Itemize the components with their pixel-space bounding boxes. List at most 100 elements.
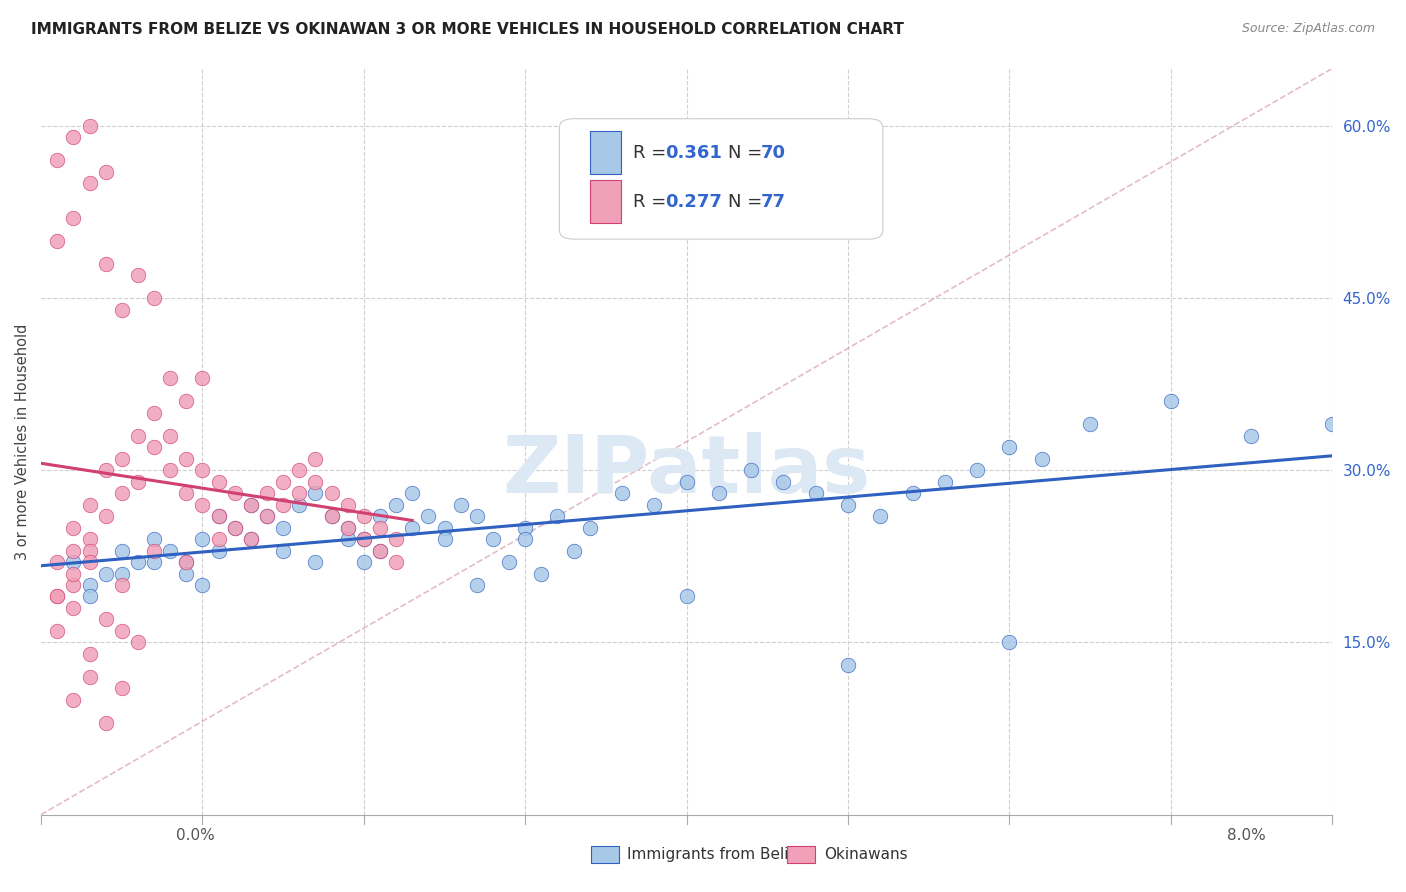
Point — [368, 521, 391, 535]
Point — [143, 291, 166, 305]
Point — [368, 543, 391, 558]
Point — [176, 555, 198, 569]
Point — [336, 532, 359, 546]
Point — [94, 463, 117, 477]
Point — [385, 532, 408, 546]
Point — [271, 475, 294, 489]
Point — [159, 543, 181, 558]
Point — [143, 440, 166, 454]
Point — [46, 624, 69, 638]
Point — [191, 371, 214, 385]
Point — [127, 429, 149, 443]
Point — [869, 509, 891, 524]
Point — [62, 211, 84, 225]
Point — [127, 555, 149, 569]
Point — [62, 130, 84, 145]
Point — [46, 234, 69, 248]
Point — [191, 498, 214, 512]
Point — [111, 566, 134, 581]
Point — [401, 521, 423, 535]
Point — [127, 268, 149, 282]
Text: Okinawans: Okinawans — [824, 847, 907, 862]
Point — [224, 486, 246, 500]
Point — [901, 486, 924, 500]
Point — [111, 302, 134, 317]
Point — [176, 486, 198, 500]
Point — [304, 486, 326, 500]
Point — [127, 635, 149, 649]
Point — [385, 498, 408, 512]
Point — [288, 498, 311, 512]
Point — [353, 532, 375, 546]
Point — [321, 486, 343, 500]
Point — [321, 509, 343, 524]
Text: IMMIGRANTS FROM BELIZE VS OKINAWAN 3 OR MORE VEHICLES IN HOUSEHOLD CORRELATION C: IMMIGRANTS FROM BELIZE VS OKINAWAN 3 OR … — [31, 22, 904, 37]
Point — [288, 486, 311, 500]
Point — [837, 658, 859, 673]
Point — [321, 509, 343, 524]
Point — [304, 475, 326, 489]
Point — [62, 555, 84, 569]
Point — [1320, 417, 1343, 432]
Point — [94, 566, 117, 581]
Point — [562, 543, 585, 558]
Point — [94, 509, 117, 524]
Point — [111, 486, 134, 500]
Text: 0.277: 0.277 — [665, 193, 721, 211]
Point — [79, 543, 101, 558]
Point — [239, 498, 262, 512]
Text: 77: 77 — [761, 193, 786, 211]
Point — [191, 463, 214, 477]
Point — [465, 509, 488, 524]
Point — [176, 394, 198, 409]
Point — [271, 498, 294, 512]
Point — [159, 463, 181, 477]
Text: Source: ZipAtlas.com: Source: ZipAtlas.com — [1241, 22, 1375, 36]
Point — [966, 463, 988, 477]
Point — [515, 521, 537, 535]
Text: 0.0%: 0.0% — [176, 828, 215, 843]
Point — [111, 578, 134, 592]
Point — [176, 566, 198, 581]
Point — [94, 165, 117, 179]
Text: R =: R = — [633, 145, 672, 162]
Point — [353, 532, 375, 546]
Point — [79, 119, 101, 133]
Text: N =: N = — [728, 193, 768, 211]
Point — [111, 624, 134, 638]
Point — [336, 498, 359, 512]
Point — [578, 521, 600, 535]
Point — [62, 521, 84, 535]
Text: ZIPatlas: ZIPatlas — [502, 433, 870, 510]
Point — [368, 543, 391, 558]
Point — [79, 590, 101, 604]
Point — [62, 578, 84, 592]
Point — [433, 532, 456, 546]
Point — [353, 555, 375, 569]
Point — [94, 257, 117, 271]
Point — [111, 681, 134, 696]
Point — [1031, 451, 1053, 466]
Point — [1240, 429, 1263, 443]
Point — [62, 566, 84, 581]
Point — [79, 670, 101, 684]
Point — [111, 451, 134, 466]
Point — [191, 578, 214, 592]
Point — [176, 555, 198, 569]
Point — [368, 509, 391, 524]
Point — [304, 555, 326, 569]
Point — [79, 176, 101, 190]
Point — [772, 475, 794, 489]
Point — [1078, 417, 1101, 432]
Point — [159, 371, 181, 385]
Point — [385, 555, 408, 569]
Point — [143, 555, 166, 569]
Point — [79, 578, 101, 592]
Point — [207, 475, 229, 489]
Point — [271, 543, 294, 558]
Point — [143, 543, 166, 558]
Point — [207, 543, 229, 558]
Point — [256, 509, 278, 524]
Point — [239, 498, 262, 512]
Text: 0.361: 0.361 — [665, 145, 721, 162]
